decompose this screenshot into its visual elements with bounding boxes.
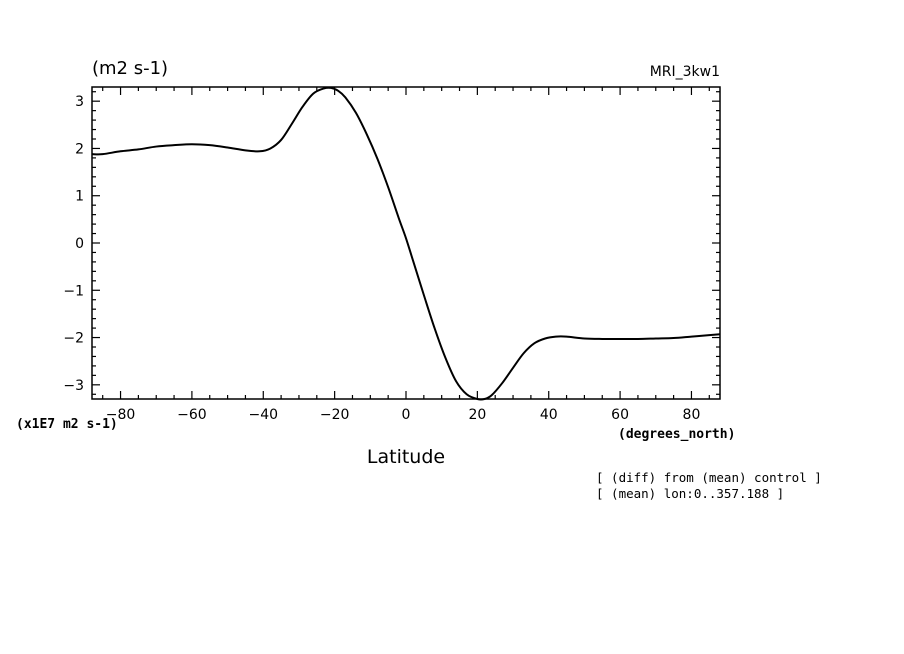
y-tick-label: 1 xyxy=(75,189,84,205)
x-tick-labels: −80 −60 −40 −20 0 20 40 60 80 xyxy=(106,407,701,423)
x-tick-label: 40 xyxy=(540,407,558,423)
x-tick-label: 80 xyxy=(683,407,701,423)
note-1: [ (diff) from (mean) control ] xyxy=(596,470,822,485)
scale-label: (x1E7 m2 s-1) xyxy=(16,417,118,432)
x-axis-title: Latitude xyxy=(367,446,445,468)
x-tick-label: −20 xyxy=(320,407,350,423)
y-tick-label: −2 xyxy=(63,331,84,347)
y-tick-label: −1 xyxy=(63,283,84,299)
model-label: MRI_3kw1 xyxy=(650,64,720,80)
x-tick-label: −80 xyxy=(106,407,136,423)
note-2: [ (mean) lon:0..357.188 ] xyxy=(596,486,784,501)
axis-ticks xyxy=(92,87,720,399)
x-tick-label: 60 xyxy=(611,407,629,423)
y-tick-labels: 3 2 1 0 −1 −2 −3 xyxy=(63,94,84,394)
y-tick-label: 2 xyxy=(75,141,84,157)
x-tick-label: 20 xyxy=(468,407,486,423)
x-tick-label: −40 xyxy=(248,407,278,423)
plot-frame xyxy=(91,86,721,400)
y-tick-label: 3 xyxy=(75,94,84,110)
y-tick-label: −3 xyxy=(63,378,84,394)
units-label: (m2 s-1) xyxy=(92,58,168,79)
y-tick-label: 0 xyxy=(75,236,84,252)
x-units-label: (degrees_north) xyxy=(618,427,735,442)
series-line xyxy=(91,86,721,401)
x-tick-label: 0 xyxy=(402,407,411,423)
x-tick-label: −60 xyxy=(177,407,207,423)
